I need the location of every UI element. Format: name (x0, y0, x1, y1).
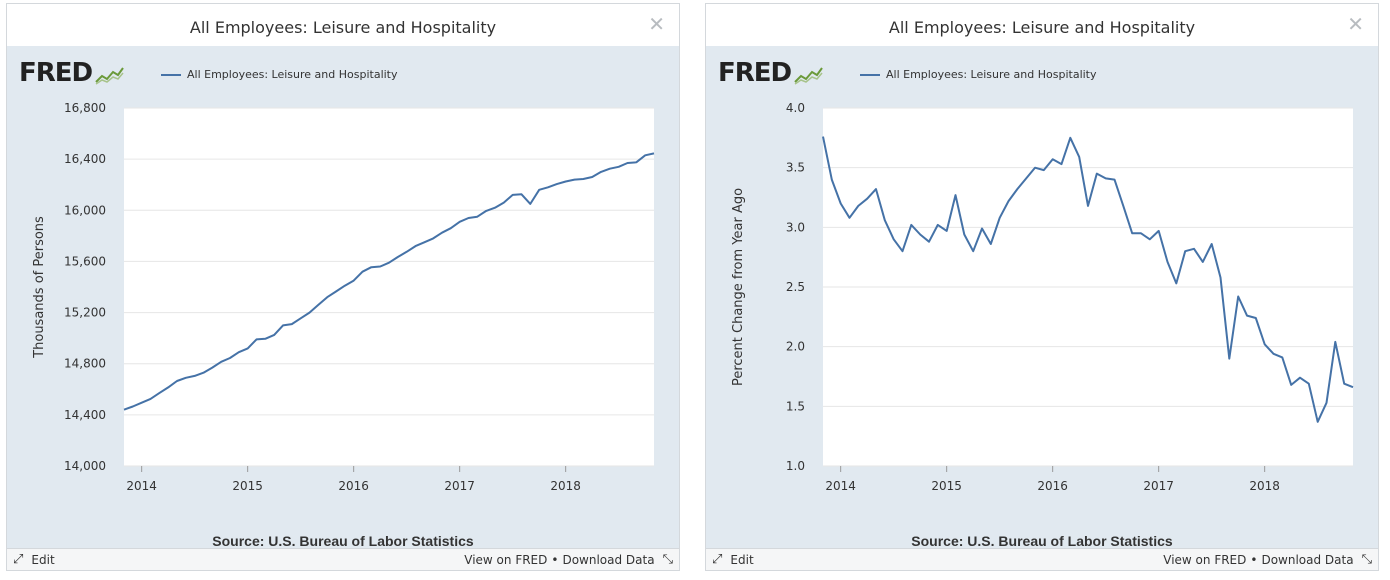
chart-title: All Employees: Leisure and Hospitality (888, 18, 1196, 37)
series-line[interactable] (822, 136, 1354, 423)
chart-area: FRED All Employees: Leisure and Hospital… (706, 46, 1378, 551)
title-bar: All Employees: Leisure and Hospitality ✕ (7, 4, 679, 46)
y-tick-label: 2.5 (786, 280, 805, 294)
fred-sparkline-icon (793, 64, 824, 86)
y-tick-label: 14,000 (64, 459, 106, 473)
chart-panel-left: All Employees: Leisure and Hospitality ✕… (6, 3, 680, 571)
plot-background (124, 108, 654, 466)
y-tick-label: 2.0 (786, 340, 805, 354)
fred-logo-text: FRED (19, 58, 93, 88)
legend-label: All Employees: Leisure and Hospitality (886, 68, 1097, 81)
link-separator: • (551, 552, 559, 567)
chart-panel-right: All Employees: Leisure and Hospitality ✕… (705, 3, 1379, 571)
footer-links: View on FRED • Download Data ⤡ (1163, 552, 1372, 567)
legend-line-swatch (860, 73, 880, 76)
y-tick-label: 16,000 (64, 203, 106, 217)
footer-links: View on FRED • Download Data ⤡ (464, 552, 673, 567)
chart-area: FRED All Employees: Leisure and Hospital… (7, 46, 679, 551)
edit-label: Edit (31, 552, 55, 567)
y-tick-label: 3.5 (786, 161, 805, 175)
fred-sparkline-icon (94, 64, 125, 86)
y-axis-label: Thousands of Persons (32, 216, 47, 359)
resize-icon[interactable]: ⤡ (662, 552, 673, 567)
legend-line-swatch (161, 73, 181, 76)
chart-footer: ⤢ Edit View on FRED • Download Data ⤡ (7, 548, 679, 570)
chart-legend: All Employees: Leisure and Hospitality (161, 68, 398, 81)
x-tick-label: 2015 (931, 479, 962, 493)
x-tick-label: 2017 (1143, 479, 1174, 493)
x-tick-label: 2018 (550, 479, 581, 493)
y-tick-label: 15,600 (64, 254, 106, 268)
legend-label: All Employees: Leisure and Hospitality (187, 68, 398, 81)
x-tick-label: 2014 (126, 479, 157, 493)
y-tick-label: 16,400 (64, 152, 106, 166)
x-tick-label: 2017 (444, 479, 475, 493)
y-tick-label: 16,800 (64, 101, 106, 115)
x-tick-label: 2016 (338, 479, 369, 493)
chart-title: All Employees: Leisure and Hospitality (189, 18, 497, 37)
close-icon[interactable]: ✕ (1347, 12, 1364, 36)
x-tick-label: 2014 (825, 479, 856, 493)
y-tick-label: 1.5 (786, 399, 805, 413)
edit-label: Edit (730, 552, 754, 567)
x-tick-label: 2018 (1249, 479, 1280, 493)
x-tick-label: 2016 (1037, 479, 1068, 493)
resize-icon[interactable]: ⤡ (1361, 552, 1372, 567)
x-tick-label: 2015 (232, 479, 263, 493)
chart-source: Source: U.S. Bureau of Labor Statistics (212, 533, 474, 549)
view-on-fred-link[interactable]: View on FRED (464, 552, 548, 567)
y-tick-label: 14,800 (64, 357, 106, 371)
fred-logo[interactable]: FRED (19, 58, 125, 88)
fred-logo[interactable]: FRED (718, 58, 824, 88)
link-separator: • (1250, 552, 1258, 567)
edit-button[interactable]: ⤢ Edit (712, 552, 754, 567)
title-bar: All Employees: Leisure and Hospitality ✕ (706, 4, 1378, 46)
chart-footer: ⤢ Edit View on FRED • Download Data ⤡ (706, 548, 1378, 570)
y-axis-label: Percent Change from Year Ago (731, 188, 746, 386)
line-chart-employees: 14,000 14,400 14,800 15,200 15,600 16,000 16,4… (32, 101, 655, 493)
y-tick-label: 15,200 (64, 306, 106, 320)
download-data-link[interactable]: Download Data (1261, 552, 1354, 567)
close-icon[interactable]: ✕ (648, 12, 665, 36)
view-on-fred-link[interactable]: View on FRED (1163, 552, 1247, 567)
line-chart-percent-change: 1.0 1.5 2.0 2.5 3.0 3.5 4.0 2014 2015 2016 2017 201… (731, 101, 1354, 493)
y-tick-label: 4.0 (786, 101, 805, 115)
edit-button[interactable]: ⤢ Edit (13, 552, 55, 567)
chart-legend: All Employees: Leisure and Hospitality (860, 68, 1097, 81)
y-tick-label: 14,400 (64, 408, 106, 422)
expand-arrows-icon: ⤢ (13, 552, 24, 567)
series-line[interactable] (123, 152, 655, 411)
expand-arrows-icon: ⤢ (712, 552, 723, 567)
y-tick-label: 3.0 (786, 220, 805, 234)
download-data-link[interactable]: Download Data (562, 552, 655, 567)
y-tick-label: 1.0 (786, 459, 805, 473)
fred-logo-text: FRED (718, 58, 792, 88)
chart-source: Source: U.S. Bureau of Labor Statistics (911, 533, 1173, 549)
